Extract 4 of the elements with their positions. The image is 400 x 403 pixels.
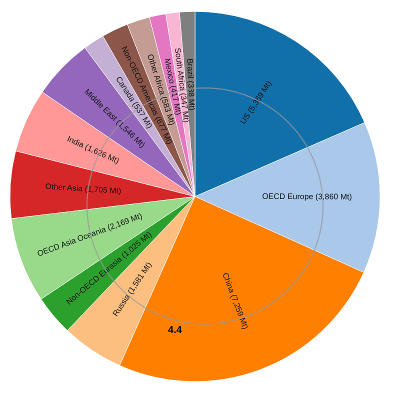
text: 4.4 xyxy=(168,325,182,336)
slice-label: OECD Europe (3,860 Mt) xyxy=(262,192,352,202)
slice-label: Other Asia (1,705 Mt) xyxy=(45,182,122,196)
slice-label: India (1,626 Mt) xyxy=(66,134,121,166)
